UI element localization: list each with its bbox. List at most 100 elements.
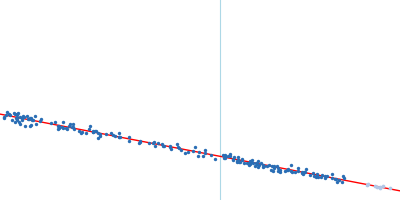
Point bbox=[60, 127, 67, 130]
Point bbox=[52, 121, 58, 124]
Point bbox=[16, 121, 22, 124]
Point bbox=[220, 154, 226, 157]
Point bbox=[288, 164, 294, 167]
Point bbox=[268, 169, 274, 172]
Point bbox=[236, 160, 242, 163]
Point bbox=[225, 155, 232, 158]
Point bbox=[19, 116, 26, 120]
Point bbox=[329, 173, 335, 176]
Point bbox=[336, 178, 342, 181]
Point bbox=[222, 153, 228, 156]
Point bbox=[17, 115, 23, 118]
Point bbox=[1, 116, 7, 119]
Point bbox=[317, 176, 324, 179]
Point bbox=[155, 141, 162, 144]
Point bbox=[269, 164, 275, 167]
Point bbox=[3, 113, 10, 117]
Point bbox=[258, 162, 264, 165]
Point bbox=[159, 142, 165, 145]
Point bbox=[230, 159, 236, 162]
Point bbox=[221, 157, 228, 160]
Point bbox=[18, 118, 25, 121]
Point bbox=[200, 154, 206, 157]
Point bbox=[90, 130, 96, 133]
Point bbox=[24, 115, 30, 118]
Point bbox=[247, 162, 253, 165]
Point bbox=[299, 171, 305, 174]
Point bbox=[254, 162, 260, 165]
Point bbox=[116, 135, 123, 138]
Point bbox=[246, 161, 252, 164]
Point bbox=[71, 127, 78, 131]
Point bbox=[292, 170, 298, 173]
Point bbox=[108, 131, 114, 134]
Point bbox=[38, 118, 44, 121]
Point bbox=[250, 162, 256, 165]
Point bbox=[271, 167, 278, 170]
Point bbox=[182, 152, 189, 155]
Point bbox=[277, 168, 284, 171]
Point bbox=[255, 166, 261, 169]
Point bbox=[237, 161, 244, 164]
Point bbox=[12, 113, 18, 116]
Point bbox=[314, 173, 320, 176]
Point bbox=[27, 124, 34, 127]
Point bbox=[295, 169, 301, 173]
Point bbox=[27, 116, 33, 119]
Point bbox=[22, 124, 28, 128]
Point bbox=[244, 161, 250, 164]
Point bbox=[168, 147, 174, 151]
Point bbox=[176, 147, 182, 150]
Point bbox=[86, 125, 93, 128]
Point bbox=[364, 184, 370, 187]
Point bbox=[212, 158, 218, 161]
Point bbox=[36, 119, 43, 123]
Point bbox=[376, 185, 383, 189]
Point bbox=[76, 130, 82, 133]
Point bbox=[126, 135, 132, 138]
Point bbox=[275, 167, 281, 170]
Point bbox=[55, 125, 62, 128]
Point bbox=[116, 136, 123, 139]
Point bbox=[239, 158, 245, 161]
Point bbox=[20, 116, 27, 119]
Point bbox=[184, 150, 191, 153]
Point bbox=[59, 120, 66, 123]
Point bbox=[31, 115, 38, 118]
Point bbox=[55, 127, 61, 131]
Point bbox=[249, 159, 255, 162]
Point bbox=[150, 142, 156, 145]
Point bbox=[92, 129, 98, 132]
Point bbox=[64, 127, 70, 131]
Point bbox=[322, 177, 328, 180]
Point bbox=[78, 131, 85, 134]
Point bbox=[174, 143, 180, 146]
Point bbox=[68, 125, 75, 129]
Point bbox=[195, 150, 202, 153]
Point bbox=[332, 178, 338, 181]
Point bbox=[285, 169, 291, 172]
Point bbox=[26, 118, 32, 121]
Point bbox=[246, 163, 252, 167]
Point bbox=[310, 171, 316, 174]
Point bbox=[175, 145, 181, 149]
Point bbox=[66, 124, 73, 127]
Point bbox=[234, 161, 240, 164]
Point bbox=[235, 159, 242, 162]
Point bbox=[17, 123, 23, 126]
Point bbox=[264, 164, 270, 168]
Point bbox=[231, 156, 238, 159]
Point bbox=[246, 160, 253, 163]
Point bbox=[254, 162, 260, 165]
Point bbox=[289, 170, 295, 173]
Point bbox=[255, 160, 261, 163]
Point bbox=[28, 117, 34, 120]
Point bbox=[284, 167, 291, 170]
Point bbox=[192, 146, 199, 149]
Point bbox=[112, 134, 118, 137]
Point bbox=[152, 144, 158, 147]
Point bbox=[195, 155, 201, 158]
Point bbox=[234, 159, 241, 162]
Point bbox=[14, 113, 20, 116]
Point bbox=[234, 156, 241, 159]
